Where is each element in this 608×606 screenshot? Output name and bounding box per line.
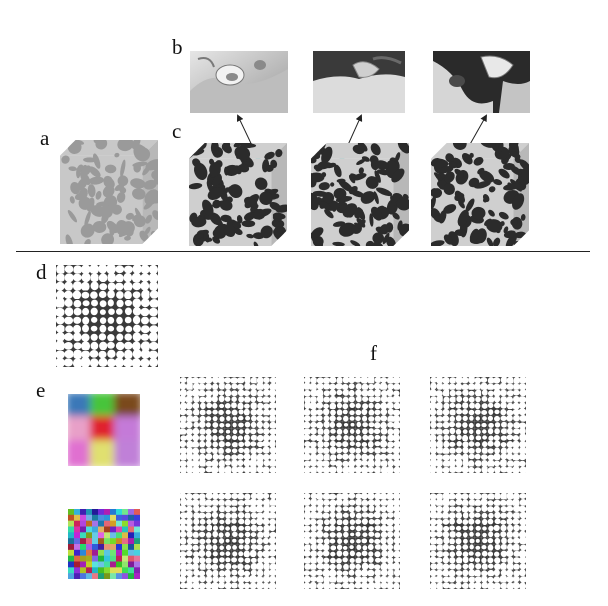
- panel-e-palette-large: [68, 394, 140, 466]
- panel-label-f: f: [370, 341, 377, 365]
- zoom-render-2: [313, 51, 405, 113]
- panel-d-pattern: [56, 265, 158, 369]
- zoom-render-1: [190, 51, 288, 113]
- panel-c-cube-1: [189, 143, 287, 246]
- panel-c-cube-2: [311, 143, 409, 246]
- panel-label-d: d: [36, 260, 47, 284]
- panel-f-pattern-6: [430, 493, 526, 589]
- zoom-render-3: [433, 51, 530, 113]
- panel-f-pattern-2: [304, 377, 400, 473]
- panel-a-cube: [60, 140, 158, 244]
- panel-f-pattern-3: [430, 377, 526, 473]
- panel-label-b: b: [172, 35, 183, 59]
- panel-f-pattern-5: [304, 493, 400, 589]
- panel-f-pattern-1: [180, 377, 276, 473]
- panel-label-c: c: [172, 119, 182, 143]
- panel-label-e: e: [36, 378, 46, 402]
- panel-f-pattern-4: [180, 493, 276, 589]
- section-divider: [16, 251, 590, 252]
- panel-e-palette-small: [68, 509, 140, 579]
- panel-label-a: a: [40, 126, 50, 150]
- panel-c-cube-3: [431, 143, 529, 246]
